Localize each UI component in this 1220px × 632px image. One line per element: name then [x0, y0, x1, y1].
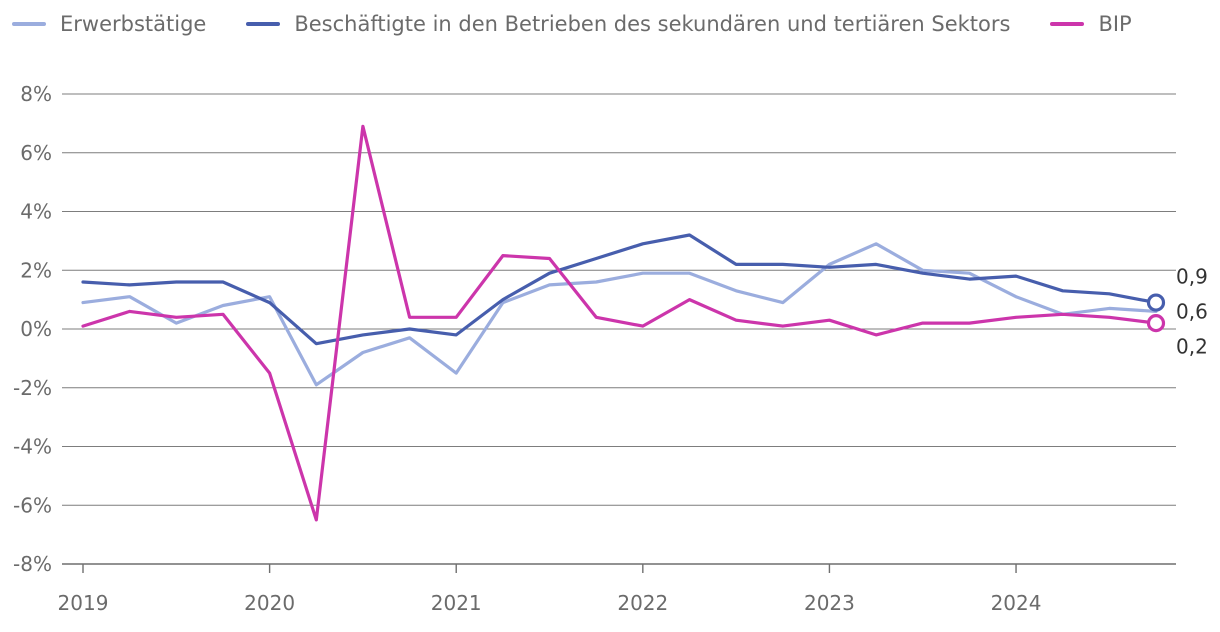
- legend-label: Beschäftigte in den Betrieben des sekund…: [294, 12, 1011, 36]
- legend-item[interactable]: Beschäftigte in den Betrieben des sekund…: [246, 12, 1010, 36]
- y-axis-labels: 8% 6% 4% 2% 0% -2% -4% -6% -8%: [13, 82, 52, 576]
- series-line-0: [81, 242, 1158, 387]
- end-value-label: 0,6: [1176, 299, 1208, 323]
- x-tick-label: 2021: [431, 591, 482, 615]
- y-tick-label: 6%: [20, 141, 52, 165]
- end-marker-1: [1146, 293, 1166, 312]
- legend-swatch: [1050, 22, 1085, 26]
- x-tick-label: 2020: [244, 591, 295, 615]
- grid-lines: [62, 93, 1176, 565]
- series-lines: [81, 124, 1158, 522]
- chart-legend: Erwerbstätige Beschäftigte in den Betrieb…: [12, 12, 1172, 36]
- x-tick-label: 2019: [58, 591, 109, 615]
- y-tick-label: 8%: [20, 82, 52, 106]
- end-value-label: 0,2: [1176, 334, 1208, 358]
- y-tick-label: -8%: [13, 552, 52, 576]
- y-tick-label: 4%: [20, 200, 52, 224]
- y-tick-label: 0%: [20, 317, 52, 341]
- legend-label: Erwerbstätige: [60, 12, 207, 36]
- series-line-2: [81, 124, 1158, 522]
- x-axis: 2019 2020 2021 2022 2023 2024: [58, 564, 1042, 615]
- legend-swatch: [246, 22, 281, 26]
- legend-item[interactable]: BIP: [1050, 12, 1132, 36]
- end-value-label: 0,9: [1176, 264, 1208, 288]
- x-tick-label: 2024: [991, 591, 1042, 615]
- y-tick-label: -6%: [13, 493, 52, 517]
- legend-swatch: [12, 22, 46, 26]
- y-tick-label: 2%: [20, 258, 52, 282]
- legend-item[interactable]: Erwerbstätige: [12, 12, 206, 36]
- series-line-1: [81, 233, 1158, 346]
- y-tick-label: -4%: [13, 435, 52, 459]
- x-tick-label: 2022: [617, 591, 668, 615]
- x-tick-label: 2023: [804, 591, 855, 615]
- end-labels: 0,9 0,6 0,2: [1176, 264, 1208, 358]
- end-markers: [1146, 293, 1166, 333]
- y-tick-label: -2%: [13, 376, 52, 400]
- legend-label: BIP: [1098, 12, 1132, 36]
- end-marker-2: [1146, 314, 1166, 333]
